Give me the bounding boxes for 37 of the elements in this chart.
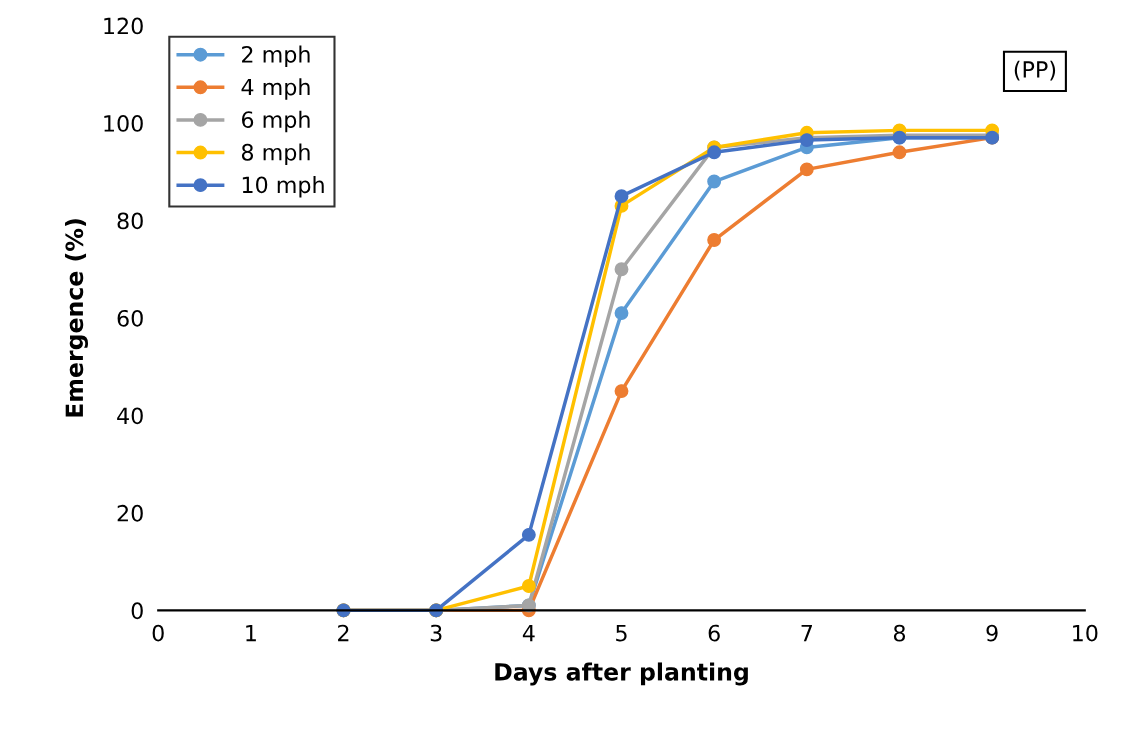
x-tick-label: 0 bbox=[152, 624, 164, 642]
legend-label: 10 mph bbox=[242, 176, 324, 198]
point bbox=[614, 262, 629, 277]
x-tick-label: 7 bbox=[801, 624, 812, 642]
point bbox=[707, 145, 722, 160]
x-tick-label: 1 bbox=[246, 624, 256, 642]
x-tick-label: 4 bbox=[522, 624, 535, 642]
x-axis-title: Days after planting bbox=[495, 662, 748, 686]
y-tick-label: 60 bbox=[117, 309, 143, 327]
legend-label: 8 mph bbox=[241, 143, 310, 165]
point bbox=[614, 384, 629, 399]
point bbox=[521, 579, 536, 593]
y-tick-label: 120 bbox=[104, 17, 143, 35]
x-tick-label: 6 bbox=[708, 624, 720, 642]
legend-label: 4 mph bbox=[241, 78, 310, 100]
x-tick-label: 3 bbox=[430, 624, 442, 642]
x-tick-label: 9 bbox=[986, 624, 998, 642]
x-tick-label: 2 bbox=[338, 624, 349, 642]
point bbox=[707, 174, 722, 189]
y-tick-label: 20 bbox=[117, 504, 143, 522]
point bbox=[707, 233, 722, 247]
x-tick-label: 5 bbox=[616, 624, 627, 642]
point bbox=[521, 527, 536, 542]
y-axis-title: Emergence (%) bbox=[65, 219, 89, 417]
legend-label: 6 mph bbox=[241, 110, 310, 133]
x-tick-label: 8 bbox=[893, 624, 906, 642]
y-tick-label: 80 bbox=[117, 212, 143, 230]
point bbox=[799, 162, 814, 177]
y-tick-label: 0 bbox=[131, 602, 143, 620]
y-tick-label: 40 bbox=[117, 407, 143, 425]
point bbox=[614, 306, 629, 321]
annotation: (PP) bbox=[1014, 60, 1056, 81]
y-tick-label: 100 bbox=[104, 115, 143, 132]
point bbox=[614, 189, 629, 204]
point bbox=[892, 145, 907, 160]
x-tick-label: 10 bbox=[1073, 624, 1098, 642]
legend-label: 2 mph bbox=[242, 45, 310, 68]
